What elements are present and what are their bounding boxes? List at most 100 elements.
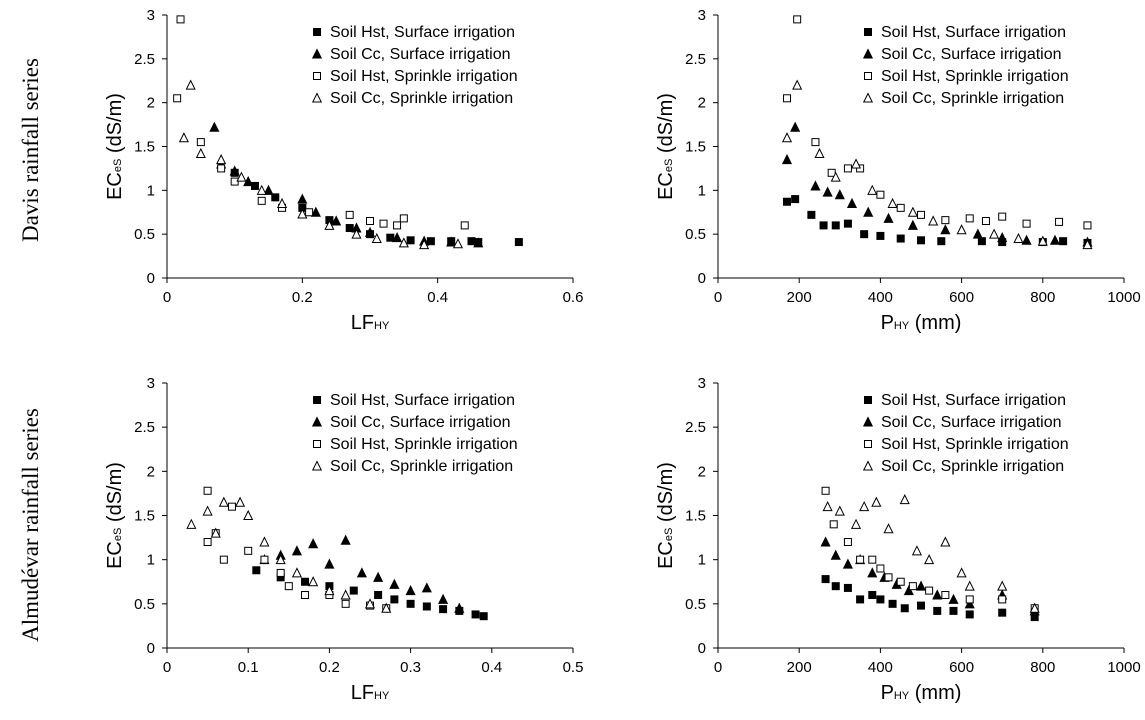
data-point xyxy=(888,599,897,608)
data-point xyxy=(202,505,213,516)
legend-label: Soil Cc, Surface irrigation xyxy=(330,414,511,431)
data-point xyxy=(834,189,845,200)
series-1 xyxy=(821,575,1039,622)
data-point xyxy=(856,555,865,564)
data-point xyxy=(297,193,308,204)
data-point xyxy=(896,577,905,586)
y-tick-label: 0.5 xyxy=(134,226,155,243)
data-point xyxy=(218,496,229,507)
data-point xyxy=(340,589,351,600)
data-point xyxy=(324,219,335,230)
data-point xyxy=(422,602,431,611)
legend-marker xyxy=(864,440,872,448)
data-point xyxy=(371,232,382,244)
data-point xyxy=(781,132,793,143)
data-point xyxy=(324,558,335,569)
data-point xyxy=(173,94,182,103)
data-point xyxy=(843,538,852,546)
data-point xyxy=(965,214,974,223)
legend-label: Soil Cc, Surface irrigation xyxy=(330,46,511,63)
legend-label: Soil Hst, Sprinkle irrigation xyxy=(881,436,1069,453)
data-point xyxy=(419,239,430,250)
data-point xyxy=(791,195,800,204)
data-point xyxy=(252,566,261,575)
data-point xyxy=(937,237,946,246)
data-point xyxy=(917,210,925,219)
data-point xyxy=(1049,234,1061,245)
data-point xyxy=(928,215,939,226)
data-point xyxy=(843,219,852,228)
data-point xyxy=(399,214,408,223)
data-point xyxy=(956,567,967,578)
series-1 xyxy=(783,195,1092,247)
data-point xyxy=(907,219,918,230)
data-point xyxy=(341,599,350,608)
chart-panel-2: 0 0.5 1 1.5 2 2.5 3 0 200 400 600 800 1000 PHY (mm) EC… xyxy=(655,7,1141,334)
data-point xyxy=(176,15,185,24)
data-point xyxy=(473,237,484,248)
data-point xyxy=(1082,239,1093,250)
data-point xyxy=(454,602,465,613)
y-tick-label: 0 xyxy=(147,640,155,657)
legend-label: Soil Hst, Surface irrigation xyxy=(881,392,1066,409)
data-point xyxy=(965,610,974,619)
y-tick-label: 1 xyxy=(698,552,706,569)
x-tick-label: 0.4 xyxy=(427,289,448,306)
data-point xyxy=(821,575,830,584)
data-point xyxy=(439,605,448,614)
data-point xyxy=(364,226,376,237)
data-point xyxy=(933,606,942,615)
data-point xyxy=(810,180,821,191)
legend: Soil Hst, Surface irrigation Soil Cc, Sur… xyxy=(862,392,1069,475)
data-point xyxy=(390,595,399,604)
x-tick-label: 800 xyxy=(1030,289,1055,306)
data-point xyxy=(276,197,288,208)
series-4 xyxy=(781,79,1093,250)
data-point xyxy=(305,208,314,217)
data-point xyxy=(964,580,975,591)
data-point xyxy=(940,224,951,235)
chart-panel-1: 0 0.5 1 1.5 2 2.5 3 0 0.2 0.4 0.6 LFHY ECeS (dS/m) So… xyxy=(104,7,583,334)
data-point xyxy=(186,518,197,529)
series-2 xyxy=(781,121,1093,247)
data-point xyxy=(452,238,464,249)
legend-marker xyxy=(313,396,321,404)
data-point xyxy=(884,573,893,582)
legend-marker xyxy=(313,72,321,80)
data-point xyxy=(822,186,833,197)
data-point xyxy=(896,203,905,212)
row-label-davis: Davis rainfall series xyxy=(18,58,43,242)
data-point xyxy=(236,171,247,182)
y-axis-label: ECeS (dS/m) xyxy=(104,462,126,569)
legend-label: Soil Hst, Sprinkle irrigation xyxy=(881,68,1069,85)
legend-marker xyxy=(864,28,872,36)
data-point xyxy=(876,231,885,240)
data-point xyxy=(868,555,877,564)
legend: Soil Hst, Surface irrigation Soil Cc, Sur… xyxy=(311,392,518,475)
data-point xyxy=(263,184,274,195)
y-tick-label: 1.5 xyxy=(685,508,706,525)
data-point xyxy=(291,545,302,556)
data-point xyxy=(956,224,967,235)
data-point xyxy=(301,591,310,599)
data-point xyxy=(821,486,830,495)
legend-marker xyxy=(862,460,874,471)
data-point xyxy=(426,237,435,246)
x-tick-label: 1000 xyxy=(1107,659,1140,676)
data-point xyxy=(1037,235,1048,246)
y-tick-label: 3 xyxy=(698,375,706,392)
data-point xyxy=(386,233,395,242)
data-point xyxy=(256,184,267,195)
legend-label: Soil Hst, Surface irrigation xyxy=(330,392,515,409)
chart-panel-3: 0 0.5 1 1.5 2 2.5 3 0 0.1 0.2 0.3 0.4 0.5 LFHY ECeS (d… xyxy=(104,375,583,704)
series-3 xyxy=(821,486,1039,613)
data-point xyxy=(301,577,310,586)
data-point xyxy=(398,237,409,248)
legend: Soil Hst, Surface irrigation Soil Cc, Sur… xyxy=(862,24,1069,107)
data-point xyxy=(908,582,917,591)
data-point xyxy=(998,595,1007,604)
y-tick-label: 1 xyxy=(698,182,706,199)
data-point xyxy=(1029,602,1040,613)
x-tick-label: 0.1 xyxy=(238,659,259,676)
data-point xyxy=(460,221,469,230)
